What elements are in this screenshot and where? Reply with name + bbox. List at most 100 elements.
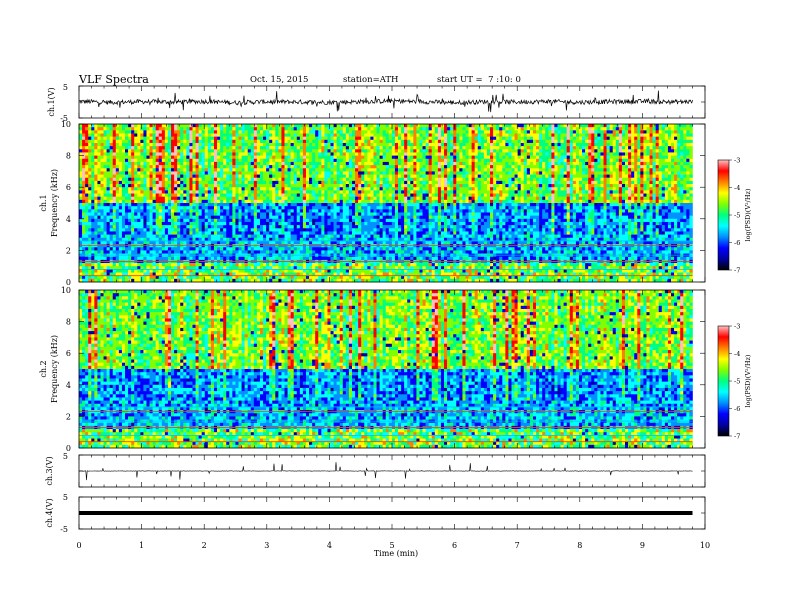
heatmap-cell bbox=[121, 269, 126, 273]
heatmap-cell bbox=[189, 124, 193, 128]
heatmap-cell bbox=[309, 218, 313, 223]
heatmap-cell bbox=[94, 127, 98, 131]
heatmap-cell bbox=[266, 190, 270, 194]
heatmap-cell bbox=[223, 234, 227, 239]
heatmap-cell bbox=[348, 196, 353, 201]
heatmap-cell bbox=[174, 177, 178, 182]
heatmap-cell bbox=[177, 136, 181, 141]
heatmap-cell bbox=[186, 278, 190, 283]
heatmap-cell bbox=[284, 256, 288, 261]
heatmap-cell bbox=[109, 158, 114, 163]
heatmap-cell bbox=[155, 149, 160, 153]
heatmap-cell bbox=[198, 250, 202, 254]
heatmap-cell bbox=[79, 237, 83, 242]
heatmap-cell bbox=[103, 142, 107, 147]
heatmap-cell bbox=[348, 146, 353, 150]
heatmap-cell bbox=[364, 127, 368, 131]
heatmap-cell bbox=[118, 174, 123, 179]
heatmap-cell bbox=[238, 228, 242, 232]
heatmap-cell bbox=[305, 247, 310, 251]
heatmap-cell bbox=[189, 256, 193, 261]
heatmap-cell bbox=[186, 234, 190, 239]
heatmap-cell bbox=[373, 199, 377, 204]
heatmap-cell bbox=[324, 136, 328, 141]
heatmap-cell bbox=[158, 263, 163, 267]
heatmap-cell bbox=[220, 190, 224, 194]
heatmap-cell bbox=[312, 184, 316, 188]
heatmap-cell bbox=[284, 152, 288, 156]
heatmap-cell bbox=[131, 146, 135, 150]
heatmap-cell bbox=[364, 187, 368, 191]
heatmap-cell bbox=[336, 168, 341, 172]
heatmap-cell bbox=[112, 250, 117, 254]
heatmap-cell bbox=[263, 275, 267, 280]
heatmap-cell bbox=[241, 218, 245, 223]
heatmap-cell bbox=[164, 221, 169, 226]
heatmap-cell bbox=[253, 247, 258, 251]
heatmap-cell bbox=[287, 193, 291, 197]
heatmap-cell bbox=[324, 237, 328, 242]
heatmap-cell bbox=[318, 250, 322, 254]
heatmap-cell bbox=[324, 149, 328, 153]
heatmap-cell bbox=[235, 266, 239, 270]
heatmap-cell bbox=[290, 184, 295, 188]
heatmap-cell bbox=[358, 212, 362, 216]
heatmap-cell bbox=[164, 218, 169, 223]
heatmap-cell bbox=[244, 212, 249, 216]
heatmap-cell bbox=[167, 161, 172, 166]
heatmap-cell bbox=[284, 168, 288, 172]
heatmap-cell bbox=[253, 256, 258, 261]
heatmap-cell bbox=[284, 146, 288, 150]
heatmap-cell bbox=[79, 234, 83, 239]
heatmap-cell bbox=[134, 193, 138, 197]
heatmap-cell bbox=[281, 212, 285, 216]
heatmap-cell bbox=[355, 278, 359, 283]
heatmap-cell bbox=[79, 199, 83, 204]
heatmap-cell bbox=[106, 199, 110, 204]
heatmap-cell bbox=[241, 127, 245, 131]
heatmap-cell bbox=[171, 237, 175, 242]
heatmap-cell bbox=[342, 278, 347, 283]
heatmap-cell bbox=[278, 199, 282, 204]
heatmap-cell bbox=[82, 228, 86, 232]
heatmap-cell bbox=[342, 247, 347, 251]
heatmap-cell bbox=[290, 171, 295, 175]
heatmap-cell bbox=[263, 263, 267, 267]
heatmap-cell bbox=[91, 180, 95, 185]
heatmap-cell bbox=[82, 136, 86, 141]
heatmap-cell bbox=[244, 221, 249, 226]
heatmap-cell bbox=[266, 225, 270, 229]
heatmap-cell bbox=[287, 180, 291, 185]
heatmap-cell bbox=[106, 124, 110, 128]
heatmap-cell bbox=[88, 234, 92, 239]
heatmap-cell bbox=[342, 240, 347, 245]
heatmap-cell bbox=[143, 196, 147, 201]
heatmap-cell bbox=[226, 171, 230, 175]
heatmap-cell bbox=[330, 139, 334, 144]
heatmap-cell bbox=[284, 218, 288, 223]
heatmap-cell bbox=[348, 278, 353, 283]
heatmap-cell bbox=[348, 237, 353, 242]
heatmap-cell bbox=[290, 203, 295, 207]
heatmap-cell bbox=[327, 234, 331, 239]
heatmap-cell bbox=[373, 272, 377, 276]
heatmap-cell bbox=[155, 209, 160, 213]
heatmap-cell bbox=[171, 247, 175, 251]
heatmap-cell bbox=[318, 218, 322, 223]
heatmap-cell bbox=[115, 190, 120, 194]
heatmap-cell bbox=[143, 193, 147, 197]
heatmap-cell bbox=[106, 142, 110, 147]
heatmap-cell bbox=[318, 142, 322, 147]
heatmap-cell bbox=[94, 184, 98, 188]
heatmap-cell bbox=[324, 221, 328, 226]
heatmap-cell bbox=[296, 266, 301, 270]
heatmap-cell bbox=[336, 263, 341, 267]
heatmap-cell bbox=[250, 215, 255, 220]
heatmap-cell bbox=[348, 250, 353, 254]
heatmap-cell bbox=[373, 209, 377, 213]
heatmap-cell bbox=[94, 266, 98, 270]
heatmap-cell bbox=[112, 234, 117, 239]
heatmap-cell bbox=[177, 130, 181, 134]
heatmap-cell bbox=[171, 171, 175, 175]
heatmap-cell bbox=[342, 237, 347, 242]
